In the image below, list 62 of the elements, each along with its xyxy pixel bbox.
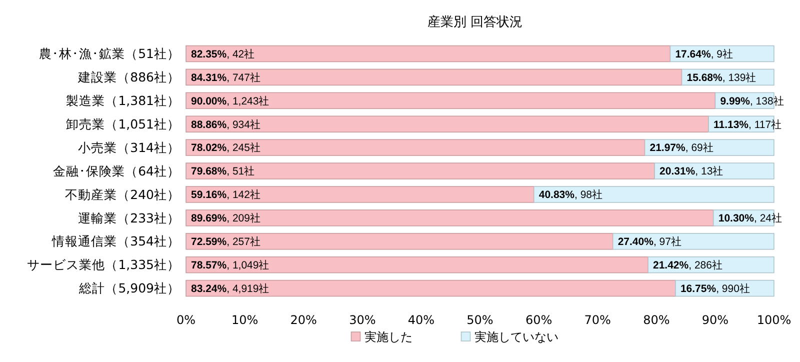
y-tick-label: 運輸業（233社） xyxy=(78,210,180,226)
y-tick-label: 製造業（1,381社） xyxy=(66,93,180,108)
data-label: 11.13%, 117社 xyxy=(713,118,782,131)
y-tick-label: 卸売業（1,051社） xyxy=(66,116,180,132)
data-label: 21.97%, 69社 xyxy=(650,141,714,154)
legend-label: 実施した xyxy=(364,330,412,344)
bar xyxy=(186,68,682,86)
y-tick-label: 情報通信業（354社） xyxy=(51,234,180,249)
x-tick-label: 60% xyxy=(525,313,552,328)
bar xyxy=(612,232,774,250)
bar xyxy=(644,139,774,156)
bar xyxy=(186,186,534,203)
data-label: 79.68%, 51社 xyxy=(191,164,256,178)
y-tick-label: 不動産業（240社） xyxy=(65,186,180,202)
y-tick-label: サービス業他（1,335社） xyxy=(27,257,180,272)
y-tick-label: 農･林･漁･鉱業（51社） xyxy=(39,46,180,62)
data-label: 20.31%, 13社 xyxy=(660,164,724,178)
data-label: 89.69%, 209社 xyxy=(191,212,261,225)
bar xyxy=(186,116,709,132)
bar xyxy=(533,186,774,203)
x-tick-label: 10% xyxy=(231,313,258,328)
bar xyxy=(186,280,676,297)
y-tick-label: 金融･保険業（64社） xyxy=(53,163,180,178)
bar xyxy=(186,256,648,274)
data-label: 16.75%, 990社 xyxy=(680,282,750,295)
bar xyxy=(654,162,774,180)
bar xyxy=(186,232,614,250)
data-label: 40.83%, 98社 xyxy=(538,188,603,202)
data-label: 21.42%, 286社 xyxy=(652,258,723,272)
bar xyxy=(186,139,646,156)
data-label: 15.68%, 139社 xyxy=(686,70,757,84)
data-label: 82.35%, 42社 xyxy=(191,47,256,60)
x-tick-label: 70% xyxy=(584,313,611,328)
x-tick-label: 0% xyxy=(176,313,196,328)
x-tick-label: 90% xyxy=(702,313,729,328)
bar xyxy=(186,162,655,180)
bar xyxy=(186,210,714,226)
x-tick-label: 50% xyxy=(466,313,494,328)
y-tick-label: 総計（5,909社） xyxy=(78,280,180,296)
data-label: 59.16%, 142社 xyxy=(191,188,261,202)
data-label: 78.02%, 245社 xyxy=(191,141,261,154)
data-label: 27.40%, 97社 xyxy=(618,235,682,248)
data-label: 17.64%, 9社 xyxy=(675,47,734,60)
data-label: 72.59%, 257社 xyxy=(191,235,261,248)
x-tick-label: 40% xyxy=(408,313,435,328)
data-label: 84.31%, 747社 xyxy=(191,70,261,84)
x-tick-label: 80% xyxy=(643,313,670,328)
legend-label: 実施していない xyxy=(474,330,558,344)
x-tick-label: 20% xyxy=(290,313,317,328)
chart-title: 産業別 回答状況 xyxy=(427,14,523,30)
data-label: 88.86%, 934社 xyxy=(191,118,261,131)
data-label: 83.24%, 4,919社 xyxy=(191,282,270,295)
y-tick-label: 建設業（886社） xyxy=(77,70,180,85)
data-label: 9.99%, 138社 xyxy=(720,94,784,108)
data-label: 90.00%, 1,243社 xyxy=(191,94,270,108)
x-tick-label: 30% xyxy=(349,313,376,328)
x-tick-label: 100% xyxy=(756,313,792,328)
y-tick-label: 小売業（314社） xyxy=(78,140,180,155)
bar xyxy=(186,45,671,62)
data-label: 10.30%, 24社 xyxy=(718,212,783,225)
data-label: 78.57%, 1,049社 xyxy=(191,258,270,272)
bar xyxy=(186,92,716,110)
